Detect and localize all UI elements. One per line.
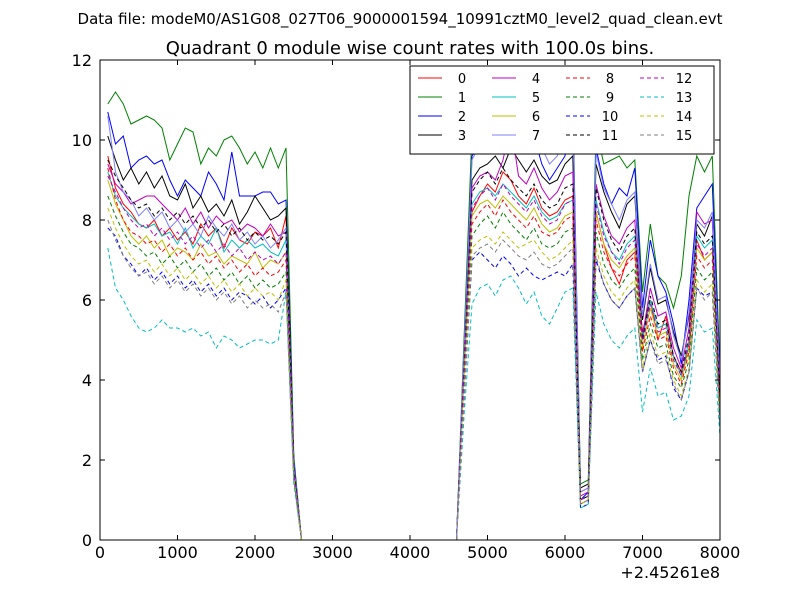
legend-label-3: 3 — [458, 129, 466, 144]
series-line-3-part-0 — [107, 135, 302, 541]
legend-label-1: 1 — [458, 91, 466, 106]
series-line-9-part-0 — [107, 195, 302, 541]
series-line-15-part-2 — [456, 239, 721, 541]
x-tick-label: 3000 — [312, 543, 353, 562]
legend-label-15: 15 — [676, 129, 693, 144]
series-line-7-part-0 — [107, 115, 302, 541]
y-tick-label: 12 — [72, 51, 92, 70]
x-tick-label: 1000 — [157, 543, 198, 562]
series-line-4-part-0 — [107, 163, 302, 541]
y-tick-label: 10 — [72, 131, 92, 150]
y-tick-label: 0 — [82, 531, 92, 550]
series-line-1-part-0 — [107, 91, 302, 541]
x-tick-label: 5000 — [467, 543, 508, 562]
legend-label-13: 13 — [676, 91, 693, 106]
series-line-14-part-0 — [107, 207, 302, 541]
legend-label-4: 4 — [532, 72, 540, 87]
y-tick-label: 8 — [82, 211, 92, 230]
plot-lines — [107, 91, 721, 541]
chart-title: Quadrant 0 module wise count rates with … — [166, 38, 655, 59]
x-tick-label: 4000 — [390, 543, 431, 562]
x-offset-label: +2.45261e8 — [620, 563, 720, 582]
legend-label-6: 6 — [532, 110, 540, 125]
series-line-11-part-2 — [456, 166, 721, 541]
x-tick-label: 8000 — [700, 543, 741, 562]
legend-label-10: 10 — [602, 110, 619, 125]
x-tick-label: 0 — [95, 543, 105, 562]
series-line-10-part-0 — [107, 227, 302, 541]
legend-label-12: 12 — [676, 72, 693, 87]
series-line-15-part-0 — [107, 219, 302, 541]
series-line-7-part-2 — [456, 94, 721, 541]
series-line-8-part-0 — [107, 167, 302, 541]
series-line-14-part-2 — [456, 231, 721, 541]
y-tick-label: 4 — [82, 371, 92, 390]
series-line-10-part-2 — [456, 251, 721, 541]
legend-label-5: 5 — [532, 91, 540, 106]
x-tick-label: 6000 — [545, 543, 586, 562]
y-tick-label: 6 — [82, 291, 92, 310]
legend-label-7: 7 — [532, 129, 540, 144]
legend-label-0: 0 — [458, 72, 466, 87]
legend-label-9: 9 — [606, 91, 614, 106]
legend-label-8: 8 — [606, 72, 614, 87]
series-line-5-part-0 — [107, 171, 302, 541]
legend-label-14: 14 — [676, 110, 693, 125]
axis-ticks: 0 1000 2000 3000 4000 5000 6000 7000 80000246810… — [72, 51, 741, 562]
series-line-9-part-2 — [456, 210, 721, 541]
series-line-2-part-0 — [107, 111, 302, 541]
legend-label-11: 11 — [602, 129, 619, 144]
data-file-caption: Data file: modeM0/AS1G08_027T06_90000015… — [78, 10, 723, 29]
series-line-11-part-0 — [107, 159, 302, 541]
series-line-0-part-0 — [107, 155, 302, 541]
x-tick-label: 2000 — [235, 543, 276, 562]
series-line-13-part-2 — [456, 275, 721, 541]
legend-box — [409, 65, 715, 155]
series-line-6-part-0 — [107, 179, 302, 541]
y-tick-label: 2 — [82, 451, 92, 470]
x-tick-label: 7000 — [622, 543, 663, 562]
legend-label-2: 2 — [458, 110, 466, 125]
